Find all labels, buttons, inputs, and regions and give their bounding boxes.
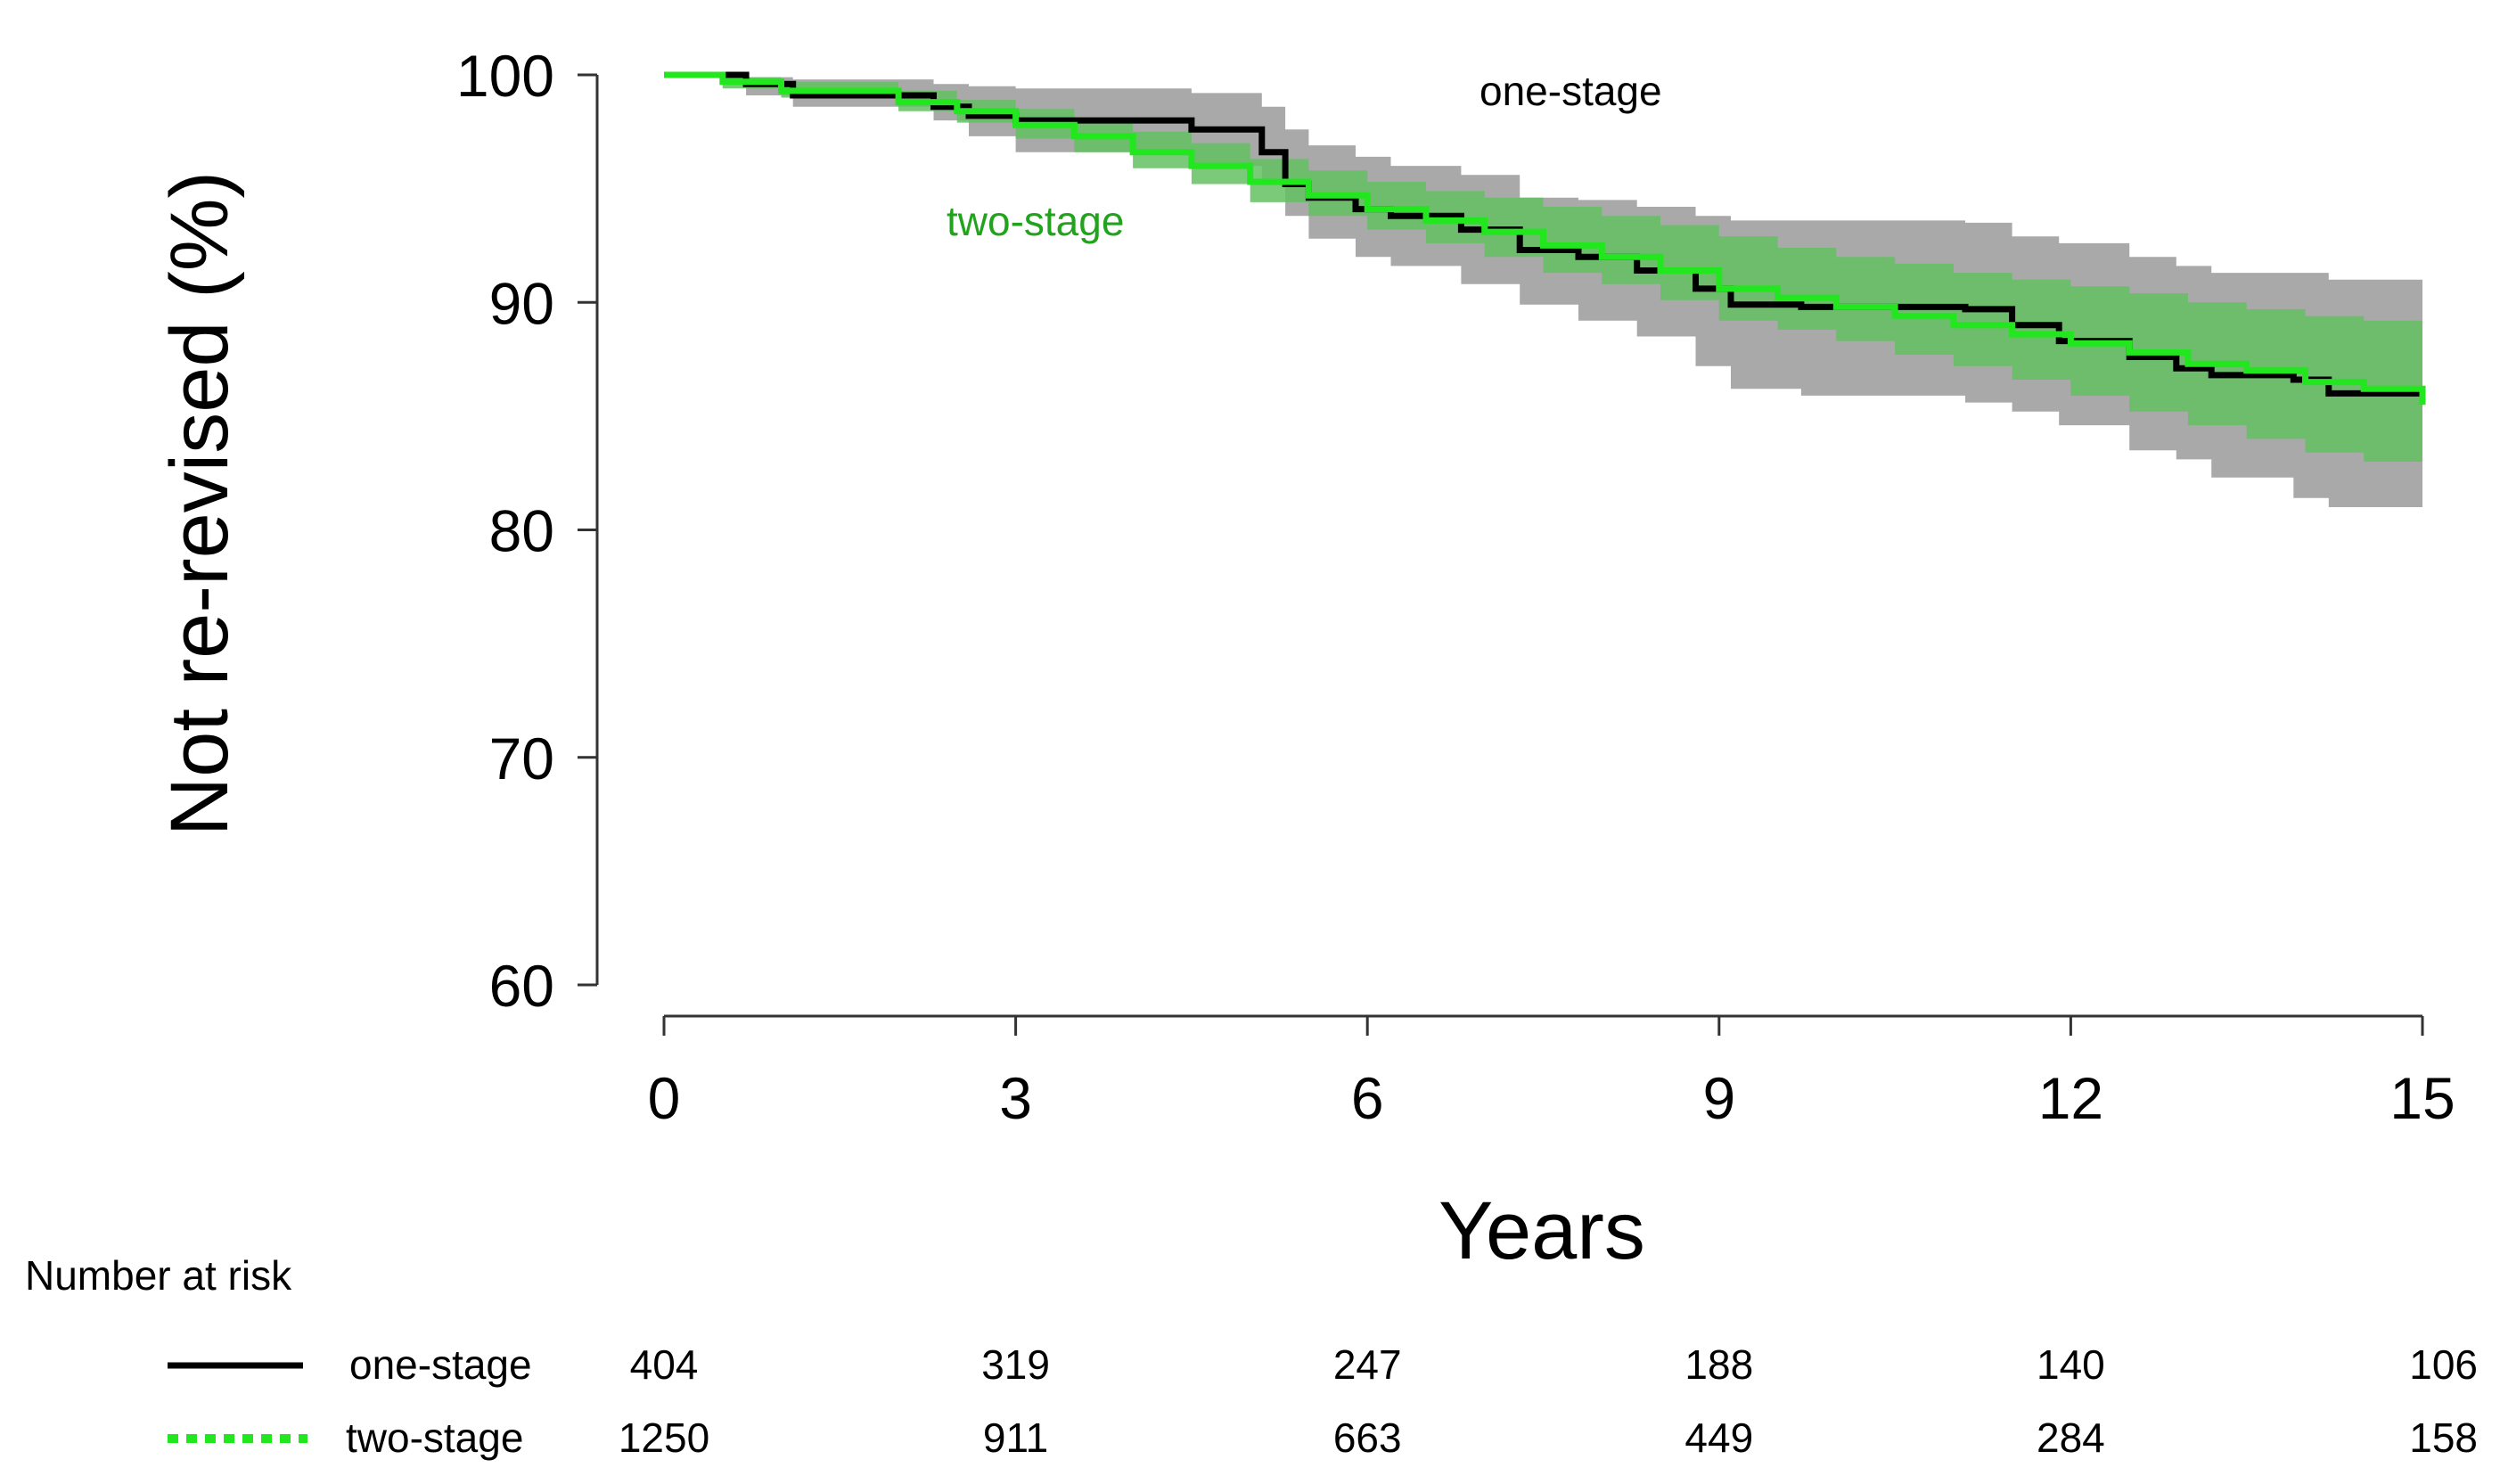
risk-value-two-stage: 449: [1684, 1414, 1753, 1461]
risk-value-one-stage: 106: [2409, 1341, 2478, 1388]
two-stage-annotation: two-stage: [947, 198, 1124, 244]
risk-value-one-stage: 404: [630, 1341, 699, 1388]
y-axis-title: Not re-revised (%): [154, 171, 245, 836]
x-tick-label: 9: [1702, 1065, 1735, 1131]
two-stage-confidence-band: [664, 75, 2422, 476]
risk-values: 404 319 247 188 140 106 1250 911 663 449 284 158: [619, 1341, 2478, 1461]
plot-area: [664, 71, 2426, 507]
risk-table-title: Number at risk: [25, 1252, 292, 1299]
risk-value-one-stage: 188: [1684, 1341, 1753, 1388]
one-stage-annotation: one-stage: [1480, 68, 1662, 114]
x-axis-title: Years: [1439, 1185, 1645, 1276]
x-tick-label: 6: [1351, 1065, 1384, 1131]
risk-value-one-stage: 319: [981, 1341, 1050, 1388]
risk-table: Number at risk one-stage two-stage 404 31…: [25, 1252, 2478, 1461]
y-axis: 60 70 80 90 100: [456, 43, 599, 1019]
risk-value-two-stage: 158: [2409, 1414, 2478, 1461]
risk-value-one-stage: 140: [2037, 1341, 2105, 1388]
risk-value-one-stage: 247: [1333, 1341, 1402, 1388]
y-tick-label: 70: [489, 726, 554, 791]
y-tick-label: 100: [456, 43, 554, 109]
two-stage-survival-line: [664, 71, 2426, 406]
y-tick-label: 80: [489, 498, 554, 564]
y-ticks: 60 70 80 90 100: [456, 43, 597, 1019]
risk-row-label-two-stage: two-stage: [346, 1414, 523, 1461]
x-tick-label: 0: [648, 1065, 681, 1131]
y-tick-label: 90: [489, 270, 554, 336]
x-ticks: 0 3 6 9 12 15: [648, 1016, 2455, 1131]
y-tick-label: 60: [489, 953, 554, 1019]
x-tick-label: 3: [999, 1065, 1032, 1131]
x-tick-label: 12: [2038, 1065, 2103, 1131]
risk-value-two-stage: 663: [1333, 1414, 1402, 1461]
risk-value-two-stage: 1250: [619, 1414, 709, 1461]
risk-value-two-stage: 284: [2037, 1414, 2105, 1461]
x-tick-label: 15: [2389, 1065, 2455, 1131]
one-stage-confidence-band: [664, 75, 2422, 507]
x-axis: 0 3 6 9 12 15: [648, 1014, 2455, 1131]
risk-row-label-one-stage: one-stage: [349, 1341, 532, 1388]
risk-value-two-stage: 911: [983, 1414, 1048, 1461]
